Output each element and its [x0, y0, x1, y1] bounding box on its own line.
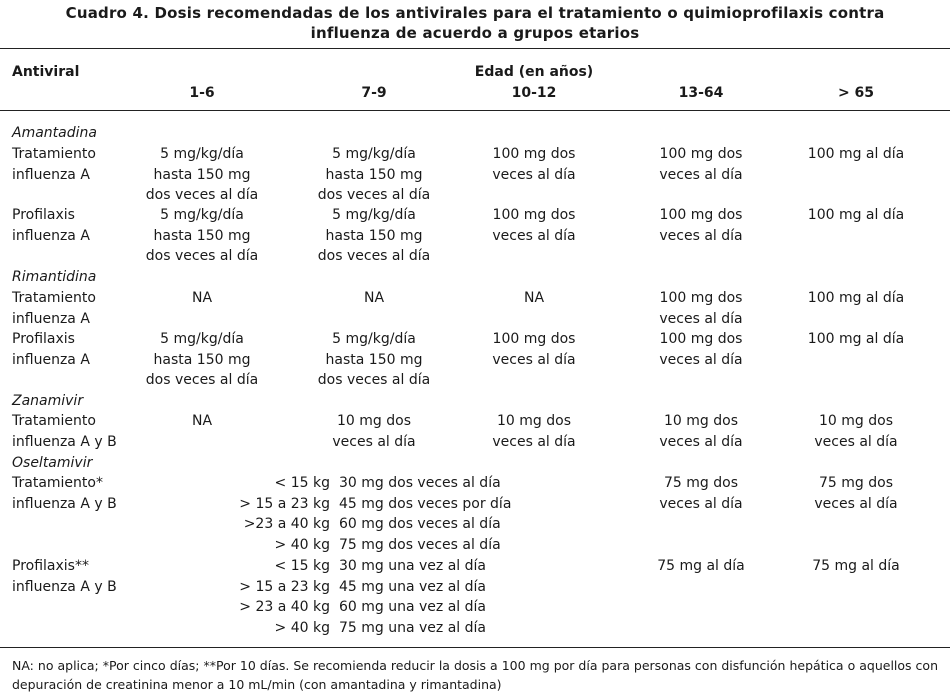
dose-cell: 100 mg dos veces al día — [659, 331, 743, 368]
header-col-over-65: > 65 — [837, 85, 875, 101]
dose-cell: 10 mg dos veces al día — [659, 413, 743, 450]
top-rule — [0, 48, 950, 49]
dose-cell: 5 mg/kg/día hasta 150 mg dos veces al dí… — [317, 146, 431, 203]
dose-cell: 75 mg al día — [657, 558, 745, 574]
dose-cell: 100 mg al día — [807, 290, 905, 306]
dose-cell: 5 mg/kg/día hasta 150 mg dos veces al dí… — [145, 146, 259, 203]
drug-name-amantadina: Amantadina — [12, 125, 97, 141]
row-label: Tratamiento influenza A y B — [12, 413, 117, 450]
header-col-13-64: 13-64 — [678, 85, 724, 101]
dose-cell: NA — [191, 290, 213, 306]
header-col-7-9: 7-9 — [361, 85, 387, 101]
dose-cell: 5 mg/kg/día hasta 150 mg dos veces al dí… — [317, 331, 431, 388]
drug-name-zanamivir: Zanamivir — [12, 393, 84, 409]
dose-cell: 100 mg al día — [807, 331, 905, 347]
dose-cell: 100 mg al día — [807, 146, 905, 162]
drug-name-oseltamivir: Oseltamivir — [12, 455, 93, 471]
table-footnote: NA: no aplica; *Por cinco días; **Por 10… — [12, 658, 938, 692]
weight-range-list: < 15 kg > 15 a 23 kg > 23 a 40 kg > 40 k… — [239, 558, 330, 636]
dose-cell: NA — [191, 413, 213, 429]
row-label: Profilaxis influenza A — [12, 331, 90, 368]
row-label: Tratamiento influenza A — [12, 290, 96, 327]
dose-cell: NA — [523, 290, 545, 306]
dose-cell: 10 mg dos veces al día — [814, 413, 898, 450]
dose-cell: 75 mg al día — [812, 558, 900, 574]
header-antiviral: Antiviral — [12, 64, 80, 80]
row-label: Profilaxis** influenza A y B — [12, 558, 117, 595]
table-title: Cuadro 4. Dosis recomendadas de los anti… — [0, 3, 950, 43]
header-rule — [0, 110, 950, 111]
dose-cell: 100 mg dos veces al día — [659, 146, 743, 183]
dose-cell: 10 mg dos veces al día — [332, 413, 416, 450]
dose-cell: 100 mg dos veces al día — [492, 146, 576, 183]
dose-cell: 100 mg dos veces al día — [659, 290, 743, 327]
dose-cell: 100 mg al día — [807, 207, 905, 223]
header-col-10-12: 10-12 — [511, 85, 557, 101]
title-line-2: influenza de acuerdo a grupos etarios — [310, 24, 640, 42]
weight-dose-list: 30 mg dos veces al día 45 mg dos veces p… — [339, 475, 512, 553]
dose-cell: 5 mg/kg/día hasta 150 mg dos veces al dí… — [145, 331, 259, 388]
dose-cell: 75 mg dos veces al día — [814, 475, 898, 512]
dose-cell: 100 mg dos veces al día — [492, 207, 576, 244]
weight-range-list: < 15 kg > 15 a 23 kg >23 a 40 kg > 40 kg — [239, 475, 330, 553]
bottom-rule — [0, 647, 950, 648]
dose-cell: 5 mg/kg/día hasta 150 mg dos veces al dí… — [145, 207, 259, 264]
row-label: Profilaxis influenza A — [12, 207, 90, 244]
dose-cell: 5 mg/kg/día hasta 150 mg dos veces al dí… — [317, 207, 431, 264]
header-col-1-6: 1-6 — [189, 85, 215, 101]
row-label: Tratamiento influenza A — [12, 146, 96, 183]
dose-cell: 100 mg dos veces al día — [492, 331, 576, 368]
dose-cell: 75 mg dos veces al día — [659, 475, 743, 512]
header-age-group: Edad (en años) — [474, 64, 594, 80]
dose-cell: 10 mg dos veces al día — [492, 413, 576, 450]
dose-cell: 100 mg dos veces al día — [659, 207, 743, 244]
row-label: Tratamiento* influenza A y B — [12, 475, 117, 512]
dose-cell: NA — [363, 290, 385, 306]
title-line-1: Cuadro 4. Dosis recomendadas de los anti… — [65, 4, 885, 22]
weight-dose-list: 30 mg una vez al día 45 mg una vez al dí… — [339, 558, 486, 636]
drug-name-rimantidina: Rimantidina — [12, 269, 97, 285]
